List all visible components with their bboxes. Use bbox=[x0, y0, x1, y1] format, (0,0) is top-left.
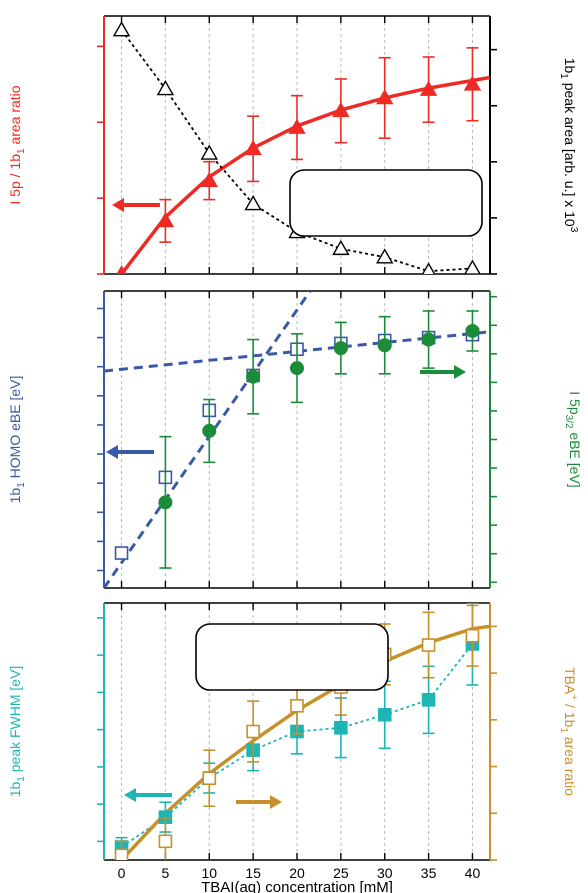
axis-arrow-0-head bbox=[112, 198, 124, 212]
right-axis-label: TBA+ / 1b1 area ratio bbox=[558, 667, 579, 796]
left-axis-label-part: 1b bbox=[7, 488, 23, 504]
data-point bbox=[377, 338, 392, 353]
data-point bbox=[116, 265, 127, 274]
x-tick-label: 10 bbox=[201, 865, 217, 881]
data-point bbox=[158, 834, 173, 849]
data-point bbox=[421, 638, 436, 652]
fit-annotation-box bbox=[195, 623, 389, 691]
x-tick-label: 35 bbox=[421, 865, 437, 881]
right-axis-label-part: area ratio bbox=[562, 733, 578, 796]
panel-b: 1b1 HOMO eBE [eV] I 5p3/2 eBE [eV] bbox=[7, 290, 583, 589]
panel-c: 1b1 peak FWHM [eV] TBA+ / 1b1 area ratio bbox=[7, 602, 579, 861]
data-point bbox=[202, 423, 217, 438]
data-point bbox=[246, 724, 260, 739]
plot-area bbox=[104, 291, 490, 588]
data-point bbox=[114, 848, 129, 860]
series-line-1 bbox=[120, 75, 490, 274]
data-point bbox=[465, 628, 480, 643]
data-point bbox=[156, 211, 175, 228]
x-tick-label: 20 bbox=[289, 865, 305, 881]
data-point bbox=[202, 771, 217, 786]
data-point bbox=[246, 369, 261, 384]
x-tick-label: 15 bbox=[245, 865, 261, 881]
axis-arrow-1-head bbox=[270, 795, 282, 809]
right-axis-label-part: 1b bbox=[562, 58, 578, 74]
left-axis-label-part: 1b bbox=[7, 782, 23, 798]
right-axis-label-part: + bbox=[568, 694, 579, 700]
left-axis-label-part: peak FWHM [eV] bbox=[7, 666, 23, 776]
left-axis-label-part: 1 bbox=[16, 148, 27, 154]
x-tick-label: 5 bbox=[162, 865, 170, 881]
x-tick-label: 30 bbox=[377, 865, 393, 881]
right-axis-label-part: / 1b bbox=[562, 700, 578, 727]
data-point bbox=[244, 194, 262, 211]
left-axis-label: 1b1 HOMO eBE [eV] bbox=[7, 376, 27, 504]
left-axis-label-part: 1 bbox=[16, 776, 27, 782]
right-axis-label-part: peak area [arb. u.] x 10 bbox=[562, 79, 578, 227]
x-axis-label: TBAI(aq) concentration [mM] bbox=[201, 879, 393, 893]
series-line-1 bbox=[104, 291, 312, 588]
data-point bbox=[376, 248, 394, 264]
data-point bbox=[290, 361, 304, 376]
right-axis-label: I 5p3/2 eBE [eV] bbox=[563, 391, 583, 487]
data-point bbox=[377, 707, 392, 722]
data-point bbox=[244, 139, 262, 156]
right-axis-label-part: 1 bbox=[558, 73, 569, 79]
data-point bbox=[421, 693, 436, 707]
data-point bbox=[421, 332, 436, 347]
left-axis-label-part: area ratio bbox=[7, 85, 23, 148]
axis-arrow-0-head bbox=[106, 445, 118, 459]
plot-area bbox=[112, 21, 490, 274]
data-point bbox=[288, 118, 306, 134]
right-axis-label-part: 3 bbox=[568, 227, 579, 233]
data-point bbox=[290, 698, 304, 713]
data-point bbox=[200, 171, 218, 187]
right-axis-label-part: eBE [eV] bbox=[567, 429, 583, 488]
right-axis-label-part: TBA bbox=[562, 667, 578, 695]
x-tick-label: 25 bbox=[333, 865, 349, 881]
data-point bbox=[332, 101, 350, 118]
data-point bbox=[156, 80, 175, 96]
data-point bbox=[332, 239, 350, 256]
data-point bbox=[112, 21, 131, 37]
data-point bbox=[465, 323, 480, 338]
data-point bbox=[464, 259, 481, 274]
left-axis-label-part: HOMO eBE [eV] bbox=[7, 376, 23, 483]
axis-arrow-1-head bbox=[454, 365, 466, 379]
right-axis-label-part: I 5p bbox=[567, 391, 583, 415]
left-axis-label-part: 1 bbox=[16, 482, 27, 488]
fit-annotation-box bbox=[289, 169, 483, 237]
series-line-2 bbox=[120, 624, 490, 860]
data-point bbox=[114, 546, 129, 560]
axis-arrow-0-head bbox=[124, 788, 136, 802]
data-point bbox=[333, 341, 348, 356]
left-axis-label-part: I 5p / 1b bbox=[7, 154, 23, 205]
data-point bbox=[200, 144, 218, 160]
x-tick-label: 40 bbox=[465, 865, 481, 881]
plot-area bbox=[114, 603, 490, 860]
data-point bbox=[334, 720, 348, 735]
right-axis-label: 1b1 peak area [arb. u.] x 103 bbox=[558, 58, 579, 233]
data-point bbox=[419, 80, 438, 96]
data-point bbox=[463, 75, 482, 91]
data-point bbox=[158, 495, 173, 510]
x-tick-label: 0 bbox=[118, 865, 126, 881]
data-point bbox=[376, 89, 394, 105]
data-point bbox=[421, 262, 436, 274]
x-axis: 0 5 10 15 20 25 30 35 40 TBAI(aq) concentration [… bbox=[118, 865, 481, 893]
right-axis-label-part: 1 bbox=[558, 727, 569, 733]
left-axis-label: 1b1 peak FWHM [eV] bbox=[7, 666, 27, 798]
right-axis-label-part: 3/2 bbox=[563, 415, 574, 429]
left-axis-label: I 5p / 1b1 area ratio bbox=[7, 85, 27, 204]
